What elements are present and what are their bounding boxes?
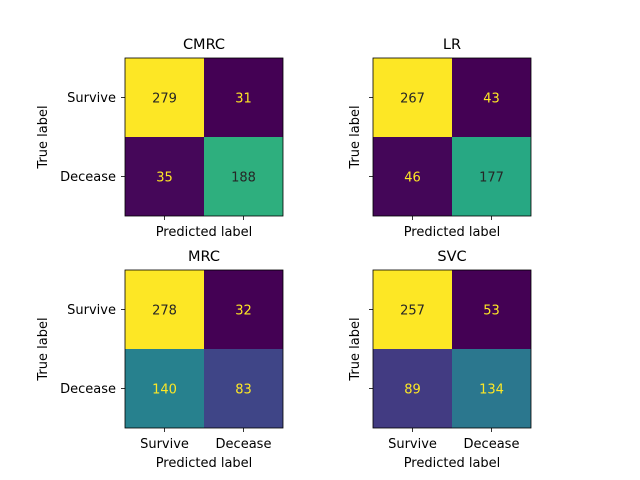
confusion-matrix-panel-mrc: 278 32 140 83 MRC Survive Decease Survive Deceas… bbox=[36, 249, 284, 471]
y-axis-label: True label bbox=[348, 317, 363, 381]
matrix-cell bbox=[204, 137, 283, 216]
matrix-cell bbox=[125, 58, 204, 137]
matrix-cell bbox=[204, 270, 283, 349]
cell-value-label: 278 bbox=[152, 304, 177, 319]
matrix-cell bbox=[373, 58, 452, 137]
matrix-cell bbox=[452, 58, 531, 137]
y-tick-label: Survive bbox=[67, 91, 116, 106]
axes-frame bbox=[372, 269, 532, 429]
x-tick-label: Decease bbox=[464, 437, 520, 452]
confusion-matrix-panel-cmrc: 279 31 35 188 CMRC Survive Decease Predicted la… bbox=[36, 37, 284, 240]
x-tick-label: Survive bbox=[140, 437, 189, 452]
y-tick-label: Decease bbox=[60, 170, 116, 185]
matrix-cell bbox=[125, 270, 204, 349]
cell-value-label: 89 bbox=[404, 383, 421, 398]
confusion-matrix-panel-lr: 267 43 46 177 LR Predicted label True label bbox=[348, 37, 532, 240]
matrix-cell bbox=[452, 270, 531, 349]
cell-value-label: 267 bbox=[400, 92, 425, 107]
cell-value-label: 83 bbox=[235, 383, 252, 398]
cell-value-label: 43 bbox=[483, 92, 500, 107]
matrix-cell bbox=[204, 58, 283, 137]
chart-title: MRC bbox=[188, 249, 220, 265]
y-axis-label: True label bbox=[348, 105, 363, 169]
matrix-cell bbox=[373, 349, 452, 428]
y-tick-label: Decease bbox=[60, 382, 116, 397]
cell-value-label: 35 bbox=[156, 171, 173, 186]
axes-frame bbox=[372, 57, 532, 217]
cell-value-label: 257 bbox=[400, 304, 425, 319]
cell-value-label: 177 bbox=[479, 171, 504, 186]
matrix-cell bbox=[125, 137, 204, 216]
cell-value-label: 53 bbox=[483, 304, 500, 319]
axes-frame bbox=[124, 57, 284, 217]
x-axis-label: Predicted label bbox=[156, 225, 253, 240]
confusion-matrix-panel-svc: 257 53 89 134 SVC Survive Decease Predicted lab… bbox=[348, 249, 532, 471]
matrix-cell bbox=[452, 137, 531, 216]
x-axis-label: Predicted label bbox=[156, 456, 253, 471]
cell-value-label: 134 bbox=[479, 383, 504, 398]
chart-title: LR bbox=[443, 37, 461, 53]
matrix-cell bbox=[373, 137, 452, 216]
cell-value-label: 279 bbox=[152, 92, 177, 107]
x-axis-label: Predicted label bbox=[404, 456, 501, 471]
x-tick-label: Survive bbox=[388, 437, 437, 452]
cell-value-label: 140 bbox=[152, 383, 177, 398]
x-tick-label: Decease bbox=[216, 437, 272, 452]
y-axis-label: True label bbox=[36, 317, 51, 381]
axes-frame bbox=[124, 269, 284, 429]
cell-value-label: 188 bbox=[231, 171, 256, 186]
cell-value-label: 32 bbox=[235, 304, 252, 319]
matrix-cell bbox=[125, 349, 204, 428]
x-axis-label: Predicted label bbox=[404, 225, 501, 240]
matrix-cell bbox=[452, 349, 531, 428]
cell-value-label: 31 bbox=[235, 92, 252, 107]
chart-title: CMRC bbox=[183, 37, 225, 53]
matrix-cell bbox=[204, 349, 283, 428]
chart-title: SVC bbox=[437, 249, 466, 265]
matrix-cell bbox=[373, 270, 452, 349]
cell-value-label: 46 bbox=[404, 171, 421, 186]
y-tick-label: Survive bbox=[67, 303, 116, 318]
y-axis-label: True label bbox=[36, 105, 51, 169]
